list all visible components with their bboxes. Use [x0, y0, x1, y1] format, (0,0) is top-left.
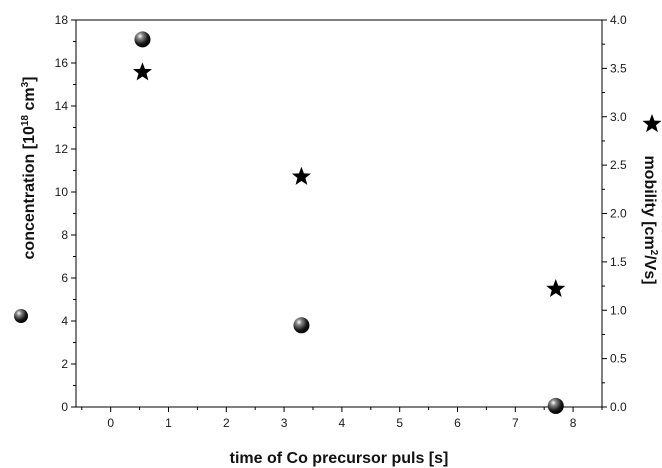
y-right-axis-title-group: mobility [cm2/Vs] [641, 114, 662, 285]
y-right-tick-label: 3.5 [610, 61, 627, 75]
y-left-tick-label: 6 [61, 271, 68, 285]
y-left-axis-title: concentration [1018 cm3] [20, 77, 38, 260]
y-right-tick-label: 3.0 [610, 110, 627, 124]
y-right-tick-label: 1.0 [610, 303, 627, 317]
x-axis-title: time of Co precursor puls [s] [230, 450, 449, 467]
x-tick-label: 3 [281, 416, 288, 430]
y-right-tick-label: 2.5 [610, 158, 627, 172]
y-left-axis-title-group: concentration [1018 cm3] [14, 77, 38, 323]
x-tick-label: 0 [107, 416, 114, 430]
plot-frame [75, 19, 603, 408]
x-tick-label: 7 [512, 416, 519, 430]
y-left-tick-label: 16 [55, 56, 69, 70]
y-right-tick-label: 1.5 [610, 255, 627, 269]
y-right-tick-label: 0.0 [610, 400, 627, 414]
concentration-point [547, 397, 564, 414]
y-left-tick-label: 10 [55, 185, 69, 199]
data-marks [132, 31, 566, 414]
y-left-tick-label: 0 [61, 400, 68, 414]
star-legend-icon [642, 114, 662, 133]
concentration-point [293, 317, 310, 334]
x-tick-label: 2 [223, 416, 230, 430]
y-left-axis: 0 2 4 6 8 10 12 14 16 18 [55, 13, 76, 414]
y-left-tick-label: 4 [61, 314, 68, 328]
mobility-point [132, 62, 152, 81]
y-right-tick-label: 4.0 [610, 13, 627, 27]
y-left-tick-label: 2 [61, 357, 68, 371]
x-tick-label: 6 [454, 416, 461, 430]
y-right-axis-title: mobility [cm2/Vs] [641, 155, 659, 284]
y-right-axis: 0.0 0.5 1.0 1.5 2.0 2.5 3.0 3.5 4.0 [602, 13, 627, 414]
y-left-tick-label: 8 [61, 228, 68, 242]
x-tick-label: 4 [339, 416, 346, 430]
x-tick-label: 5 [396, 416, 403, 430]
x-tick-label: 1 [165, 416, 172, 430]
concentration-point [134, 31, 151, 48]
mobility-point [546, 278, 566, 298]
sphere-legend-icon [14, 309, 28, 323]
mobility-point [291, 166, 311, 185]
y-right-tick-label: 0.5 [610, 352, 627, 366]
y-left-tick-label: 18 [55, 13, 69, 27]
x-tick-label: 8 [570, 416, 577, 430]
y-left-tick-label: 12 [55, 142, 69, 156]
x-axis: 0 1 2 3 4 5 6 7 8 [81, 407, 603, 430]
y-right-tick-label: 2.0 [610, 207, 627, 221]
y-left-tick-label: 14 [55, 99, 69, 113]
